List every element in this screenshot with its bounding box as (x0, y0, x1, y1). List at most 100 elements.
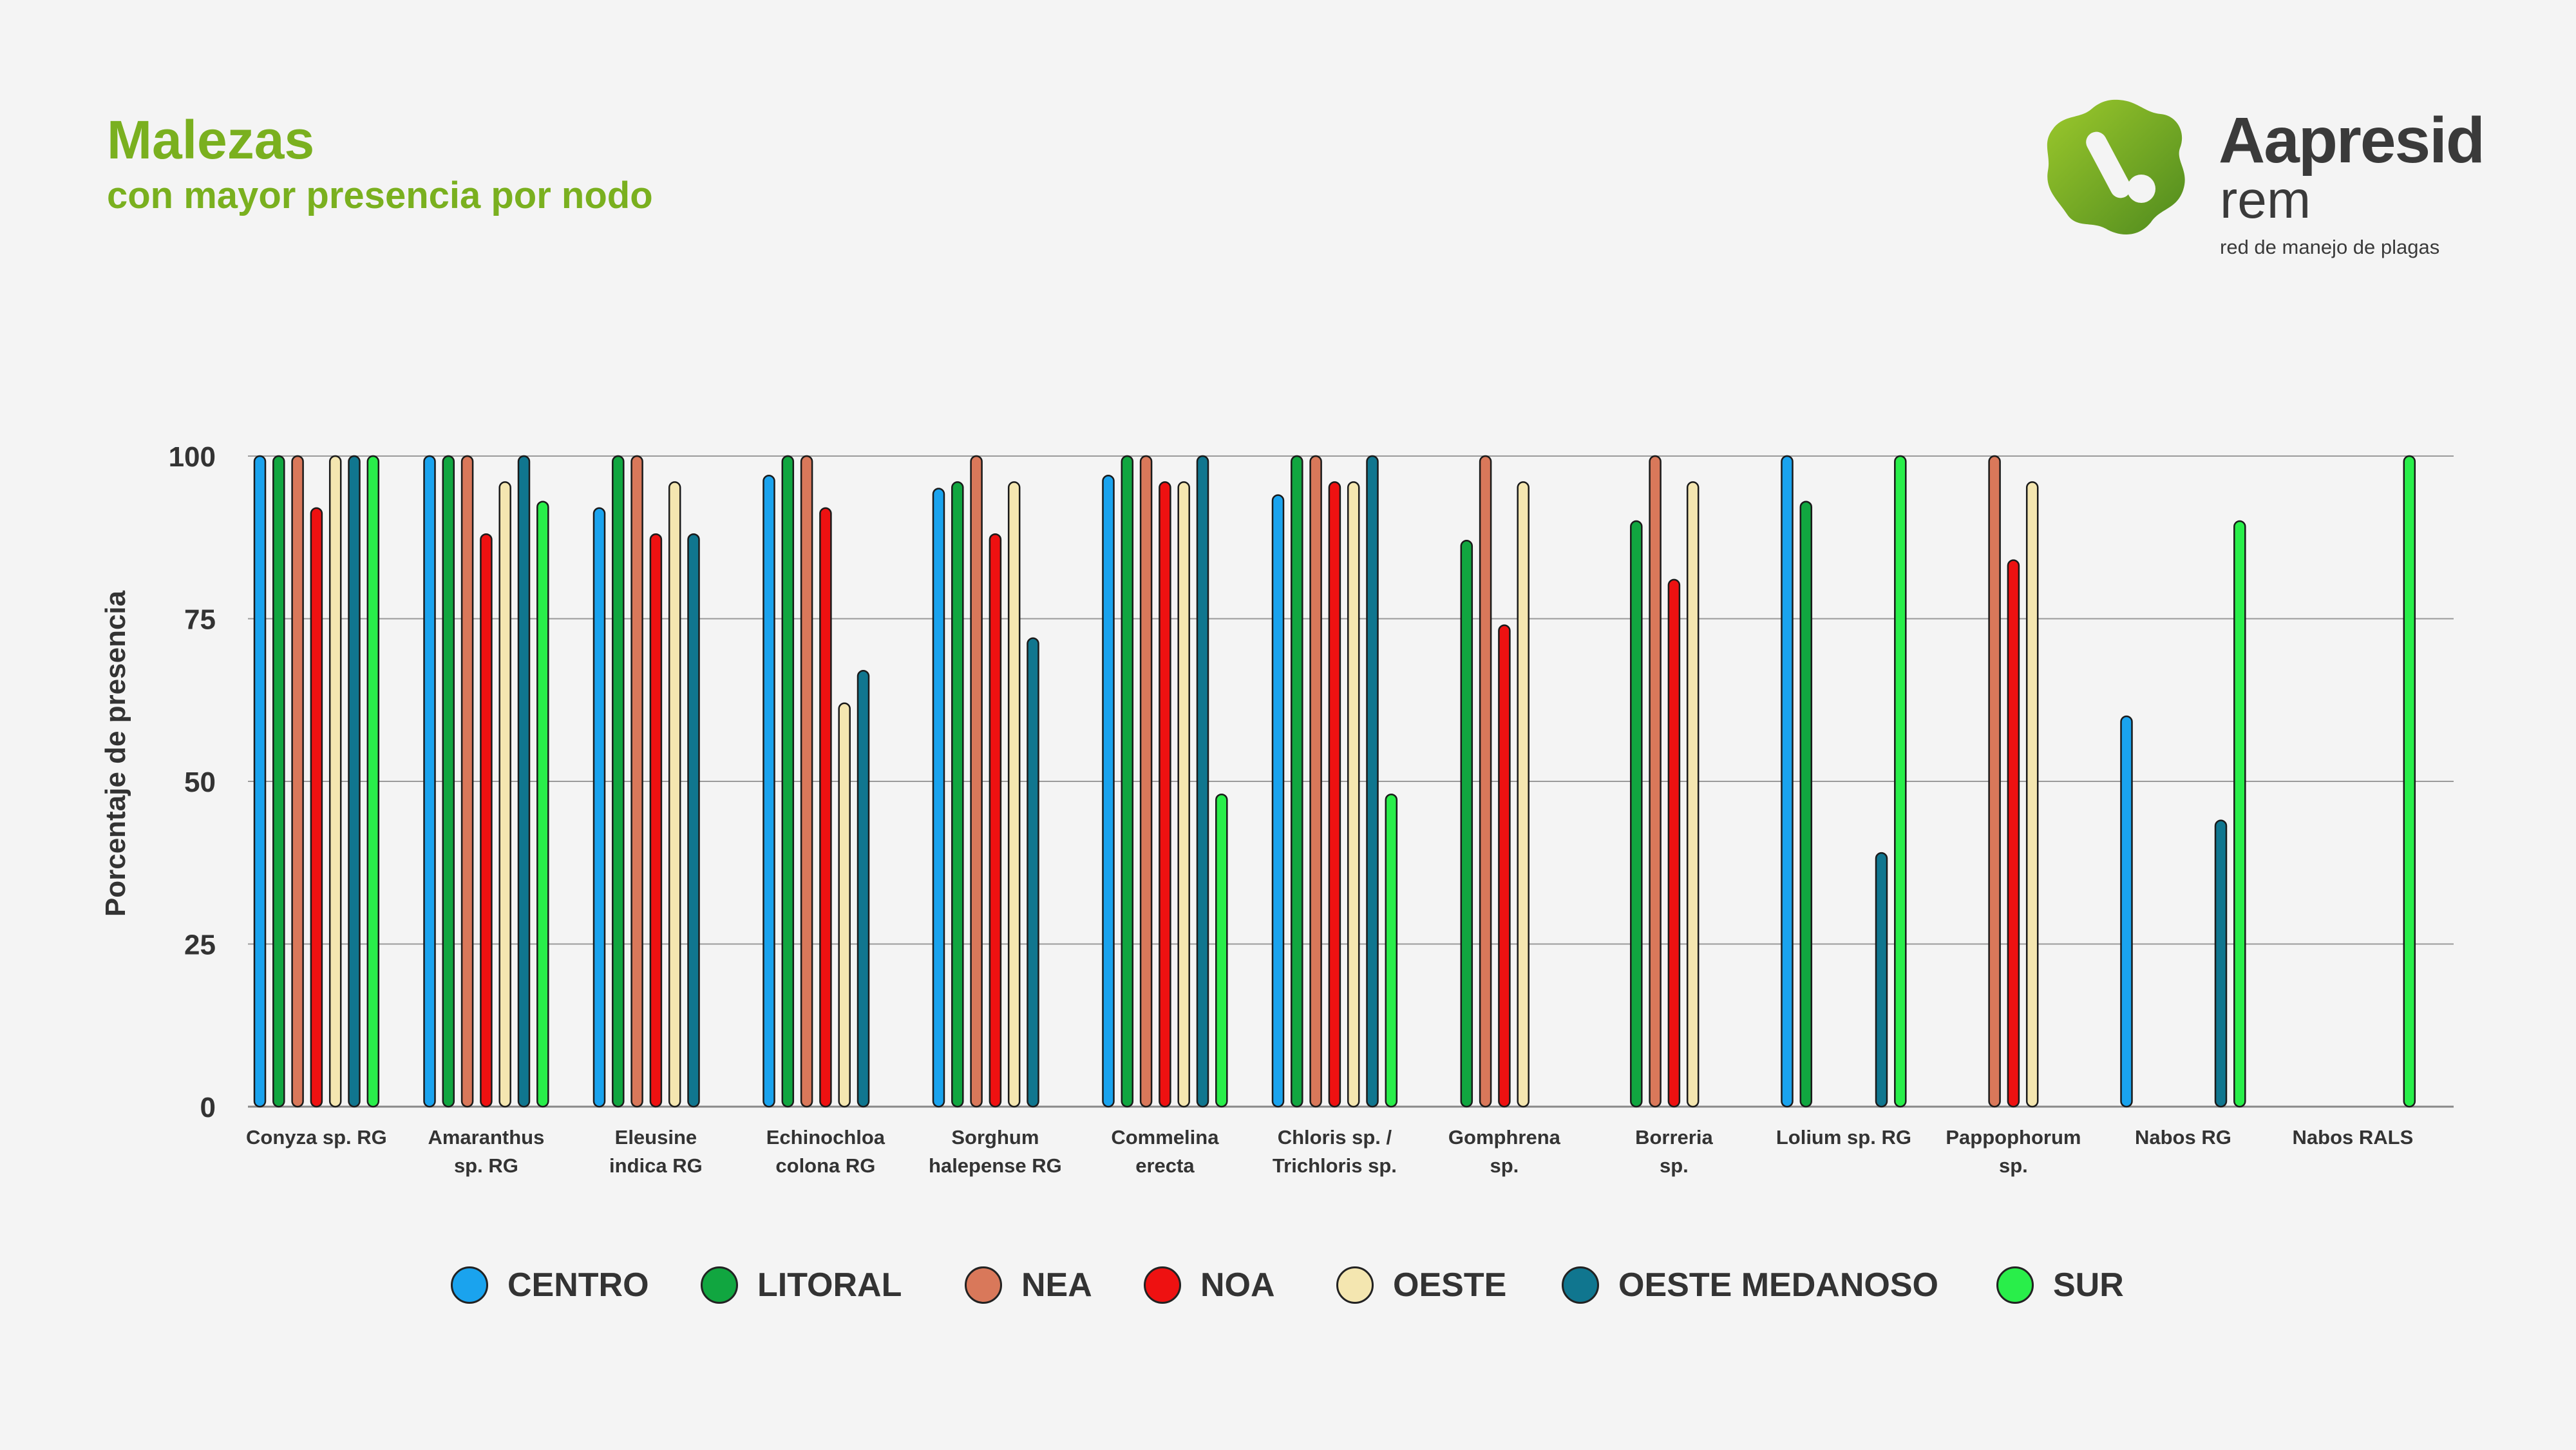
x-tick-label: Amaranthus (428, 1126, 544, 1149)
bar-oeste-medanoso (857, 670, 870, 1108)
bar-sur (366, 455, 380, 1108)
aapresid-logo-icon (2047, 99, 2185, 235)
x-tick-label: Lolium sp. RG (1776, 1126, 1911, 1149)
x-tick-label: Sorghum (951, 1126, 1039, 1149)
x-tick-label: Echinochloa (766, 1126, 886, 1149)
bar-nea (1479, 455, 1492, 1108)
logo-name: Aapresid (2219, 104, 2485, 176)
bar-noa (310, 507, 323, 1108)
bar-litoral (1291, 455, 1303, 1108)
x-tick-label: Trichloris sp. (1273, 1154, 1397, 1177)
legend-label: NEA (1021, 1266, 1092, 1304)
bar-centro (1271, 494, 1285, 1108)
x-tick-label: sp. (1999, 1154, 2028, 1177)
bar-centro (932, 488, 945, 1108)
x-tick-label: Gomphrena (1448, 1126, 1561, 1149)
logo-subname: rem (2220, 171, 2311, 229)
bar-sur (2233, 520, 2246, 1108)
bar-oeste (1177, 481, 1190, 1108)
bar-litoral (272, 455, 285, 1108)
bar-nea (970, 455, 983, 1108)
legend-item-nea: NEA (965, 1259, 1092, 1311)
bar-centro (2120, 715, 2133, 1108)
bar-oeste (1686, 481, 1700, 1108)
legend-swatch (1336, 1266, 1374, 1304)
bar-centro (592, 507, 606, 1108)
bar-noa (1159, 481, 1171, 1108)
bar-centro (423, 455, 436, 1108)
bar-noa (480, 533, 493, 1108)
logo-tagline: red de manejo de plagas (2220, 236, 2440, 258)
bar-litoral (612, 455, 625, 1108)
page-title: Malezas (107, 110, 315, 170)
bar-litoral (1460, 540, 1473, 1108)
legend-item-sur: SUR (1996, 1259, 2124, 1311)
x-tick-label: Nabos RALS (2293, 1126, 2414, 1149)
x-tick-label: Conyza sp. RG (246, 1126, 387, 1149)
x-tick-label: colona RG (775, 1154, 875, 1177)
x-tick-label: sp. RG (454, 1154, 518, 1177)
bar-sur (1385, 793, 1398, 1108)
bar-sur (1215, 793, 1228, 1108)
legend-swatch (1996, 1266, 2034, 1304)
bar-litoral (442, 455, 455, 1108)
legend-label: OESTE (1393, 1266, 1507, 1304)
x-tick-label: Chloris sp. / (1278, 1126, 1392, 1149)
bar-nea (460, 455, 474, 1108)
x-tick-label: erecta (1135, 1154, 1195, 1177)
y-tick-label: 25 (184, 930, 216, 961)
bar-nea (1139, 455, 1153, 1108)
y-tick-label: 75 (184, 604, 216, 636)
bar-nea (1649, 455, 1662, 1108)
legend-swatch (965, 1266, 1002, 1304)
bar-noa (1328, 481, 1341, 1108)
legend-swatch (1562, 1266, 1599, 1304)
y-tick-label: 100 (169, 441, 216, 473)
chart-legend: CENTRO LITORAL NEA NOA OESTE OESTE MEDANOSO SU… (0, 1259, 2576, 1311)
bar-oeste (838, 702, 851, 1108)
bar-centro (1781, 455, 1794, 1108)
bar-oeste (1517, 481, 1530, 1108)
bar-noa (989, 533, 1002, 1108)
bar-sur (2403, 455, 2416, 1108)
bar-oeste (668, 481, 681, 1108)
bar-oeste-medanoso (348, 455, 361, 1108)
bar-nea (1988, 455, 2001, 1108)
bar-nea (630, 455, 643, 1108)
bar-nea (1309, 455, 1322, 1108)
bar-litoral (1630, 520, 1643, 1108)
bar-oeste-medanoso (2214, 819, 2228, 1108)
x-tick-label: Pappophorum (1946, 1126, 2081, 1149)
x-tick-label: Commelina (1111, 1126, 1219, 1149)
legend-item-noa: NOA (1144, 1259, 1275, 1311)
x-tick-label: halepense RG (929, 1154, 1062, 1177)
legend-item-oeste: OESTE (1336, 1259, 1506, 1311)
bar-oeste-medanoso (1196, 455, 1209, 1108)
bar-oeste (328, 455, 342, 1108)
legend-swatch (1144, 1266, 1181, 1304)
legend-label: NOA (1200, 1266, 1275, 1304)
bar-oeste-medanoso (1027, 637, 1039, 1108)
bar-nea (800, 455, 813, 1108)
bar-oeste-medanoso (1875, 852, 1888, 1108)
bar-noa (649, 533, 663, 1108)
legend-label: LITORAL (757, 1266, 902, 1304)
bar-oeste (498, 481, 511, 1108)
legend-item-litoral: LITORAL (701, 1259, 902, 1311)
legend-label: SUR (2053, 1266, 2124, 1304)
bar-litoral (1799, 501, 1813, 1108)
y-tick-label: 50 (184, 767, 216, 798)
bar-oeste (1007, 481, 1021, 1108)
x-tick-label: indica RG (609, 1154, 703, 1177)
bar-sur (536, 501, 549, 1108)
legend-item-centro: CENTRO (451, 1259, 649, 1311)
bar-litoral (951, 481, 964, 1108)
x-tick-label: Borreria (1635, 1126, 1713, 1149)
bar-nea (291, 455, 304, 1108)
bar-noa (1498, 624, 1511, 1108)
x-tick-label: sp. (1660, 1154, 1689, 1177)
bar-oeste-medanoso (687, 533, 700, 1108)
x-tick-label: Nabos RG (2135, 1126, 2231, 1149)
legend-swatch (451, 1266, 488, 1304)
